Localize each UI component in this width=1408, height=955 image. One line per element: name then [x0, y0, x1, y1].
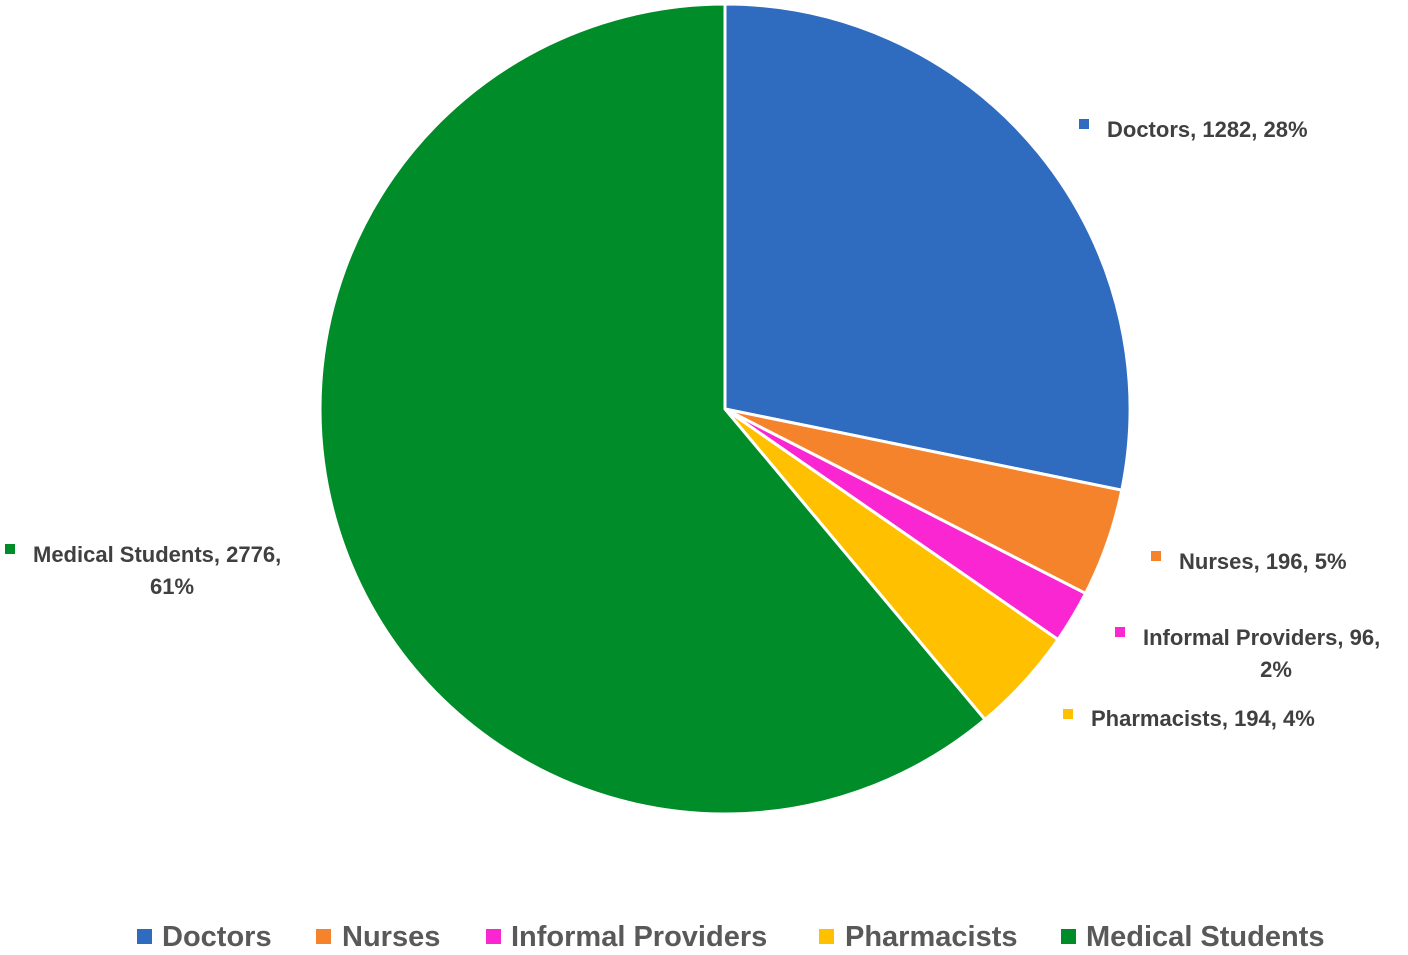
legend-swatch-pharmacists: [819, 929, 834, 944]
pie-slice-doctors: [723, 2, 1132, 492]
data-label-text-pharmacists: Pharmacists, 194, 4%: [1091, 706, 1315, 731]
legend-swatch-nurses: [316, 929, 331, 944]
legend-item-informal-providers: Informal Providers: [486, 921, 767, 953]
legend-label-informal-providers: Informal Providers: [511, 921, 767, 950]
legend-label-doctors: Doctors: [162, 921, 272, 950]
data-label-nurses: Nurses, 196, 5%: [1151, 549, 1347, 574]
data-label-text-doctors: Doctors, 1282, 28%: [1107, 117, 1308, 142]
legend-label-pharmacists: Pharmacists: [845, 921, 1018, 950]
legend-swatch-informal-providers: [486, 929, 501, 944]
data-label-text-nurses: Nurses, 196, 5%: [1179, 549, 1347, 574]
data-label-text-informal-providers-line2: 2%: [1260, 657, 1292, 682]
data-label-marker-nurses: [1151, 551, 1161, 561]
legend-swatch-medical-students: [1061, 929, 1076, 944]
data-label-pharmacists: Pharmacists, 194, 4%: [1063, 706, 1315, 731]
legend-item-pharmacists: Pharmacists: [819, 921, 1018, 953]
legend-item-medical-students: Medical Students: [1061, 921, 1325, 953]
legend-swatch-doctors: [137, 929, 152, 944]
legend: Doctors Nurses Informal Providers Pharmacis…: [137, 921, 1325, 953]
data-label-doctors: Doctors, 1282, 28%: [1079, 117, 1308, 142]
data-label-marker-doctors: [1079, 119, 1089, 129]
data-label-marker-informal-providers: [1115, 627, 1125, 637]
data-label-medical-students: Medical Students, 2776, 61%: [5, 542, 281, 599]
data-label-marker-medical-students: [5, 544, 15, 554]
legend-item-nurses: Nurses: [316, 921, 440, 953]
legend-label-medical-students: Medical Students: [1086, 921, 1325, 950]
pie-slices: [318, 2, 1132, 816]
data-label-text-medical-students: Medical Students, 2776,: [33, 542, 281, 567]
data-label-text-informal-providers: Informal Providers, 96,: [1143, 625, 1380, 650]
data-label-marker-pharmacists: [1063, 709, 1073, 719]
legend-label-nurses: Nurses: [342, 921, 440, 950]
data-label-informal-providers: Informal Providers, 96, 2%: [1115, 625, 1380, 682]
legend-item-doctors: Doctors: [137, 921, 272, 953]
data-label-text-medical-students-line2: 61%: [150, 574, 194, 599]
data-labels: Doctors, 1282, 28% Nurses, 196, 5% Informa…: [5, 117, 1380, 731]
pie-slice-medical-students: [318, 2, 988, 816]
